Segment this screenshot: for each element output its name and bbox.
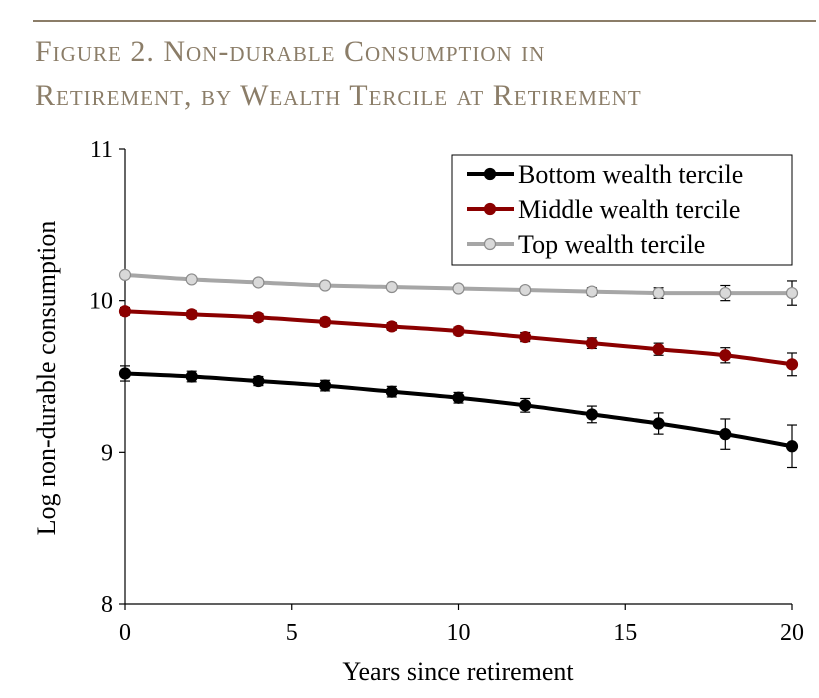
legend-item-bottom-wealth-tercile: Bottom wealth tercile	[467, 160, 743, 189]
x-tick-label: 10	[447, 620, 471, 646]
data-point	[252, 374, 265, 388]
legend: Bottom wealth tercile Middle wealth terci…	[451, 154, 793, 266]
series-line	[124, 309, 793, 367]
x-tick-label: 20	[780, 620, 804, 646]
x-tick-label: 0	[119, 620, 131, 646]
data-point	[385, 385, 398, 398]
x-tick-label: 5	[286, 620, 298, 646]
data-point	[719, 286, 732, 300]
series-line	[124, 371, 793, 449]
y-axis-label: Log non-durable consumption	[32, 221, 61, 536]
data-point	[452, 324, 465, 338]
legend-swatch-marker	[483, 167, 497, 181]
title-rule	[33, 20, 816, 22]
data-point	[585, 408, 599, 421]
data-point	[519, 283, 532, 297]
data-point	[519, 399, 532, 412]
data-point	[319, 315, 332, 328]
data-point	[185, 308, 198, 321]
legend-label: Middle wealth tercile	[518, 195, 740, 224]
data-point	[519, 330, 532, 344]
data-point	[719, 428, 732, 441]
data-point	[118, 305, 132, 318]
data-point	[785, 440, 799, 453]
data-point	[785, 286, 799, 300]
legend-item-middle-wealth-tercile: Middle wealth tercile	[467, 195, 740, 224]
series-top-wealth-tercile	[118, 268, 799, 306]
x-axis-label: Years since retirement	[342, 657, 574, 686]
series-bottom-wealth-tercile	[118, 365, 799, 469]
legend-swatch-marker	[483, 237, 497, 251]
y-tick-label: 10	[89, 289, 113, 315]
data-point	[652, 417, 665, 430]
data-point	[319, 279, 332, 292]
y-tick-label: 8	[101, 592, 113, 618]
data-point	[252, 276, 265, 289]
y-tick-label: 11	[90, 137, 113, 163]
data-point	[385, 280, 398, 294]
data-point	[118, 367, 132, 380]
figure-title: Figure 2. Non-durable Consumption in Ret…	[35, 30, 815, 118]
data-point	[652, 343, 665, 356]
legend-item-top-wealth-tercile: Top wealth tercile	[467, 230, 705, 259]
series-middle-wealth-tercile	[118, 305, 799, 377]
figure-title-line2: Retirement, by Wealth Tercile at Retirem…	[35, 79, 642, 112]
legend-label: Bottom wealth tercile	[518, 160, 743, 189]
data-point	[785, 358, 799, 371]
data-point	[185, 370, 198, 383]
series-layer	[118, 268, 799, 469]
data-point	[452, 391, 465, 404]
data-point	[652, 286, 665, 300]
data-point	[185, 273, 198, 286]
data-point	[719, 349, 732, 362]
data-point	[585, 337, 599, 350]
y-tick-label: 9	[101, 440, 113, 466]
data-point	[118, 268, 132, 281]
axes: 8 9 10 11 0 5 10 15 20	[89, 137, 804, 646]
data-point	[385, 320, 398, 333]
data-point	[585, 285, 599, 298]
legend-swatch-marker	[483, 202, 497, 216]
data-point	[452, 282, 465, 295]
data-point	[252, 311, 265, 324]
legend-label: Top wealth tercile	[518, 230, 705, 259]
figure-title-line1: Figure 2. Non-durable Consumption in	[35, 35, 546, 68]
x-tick-label: 15	[613, 620, 637, 646]
data-point	[319, 379, 332, 392]
